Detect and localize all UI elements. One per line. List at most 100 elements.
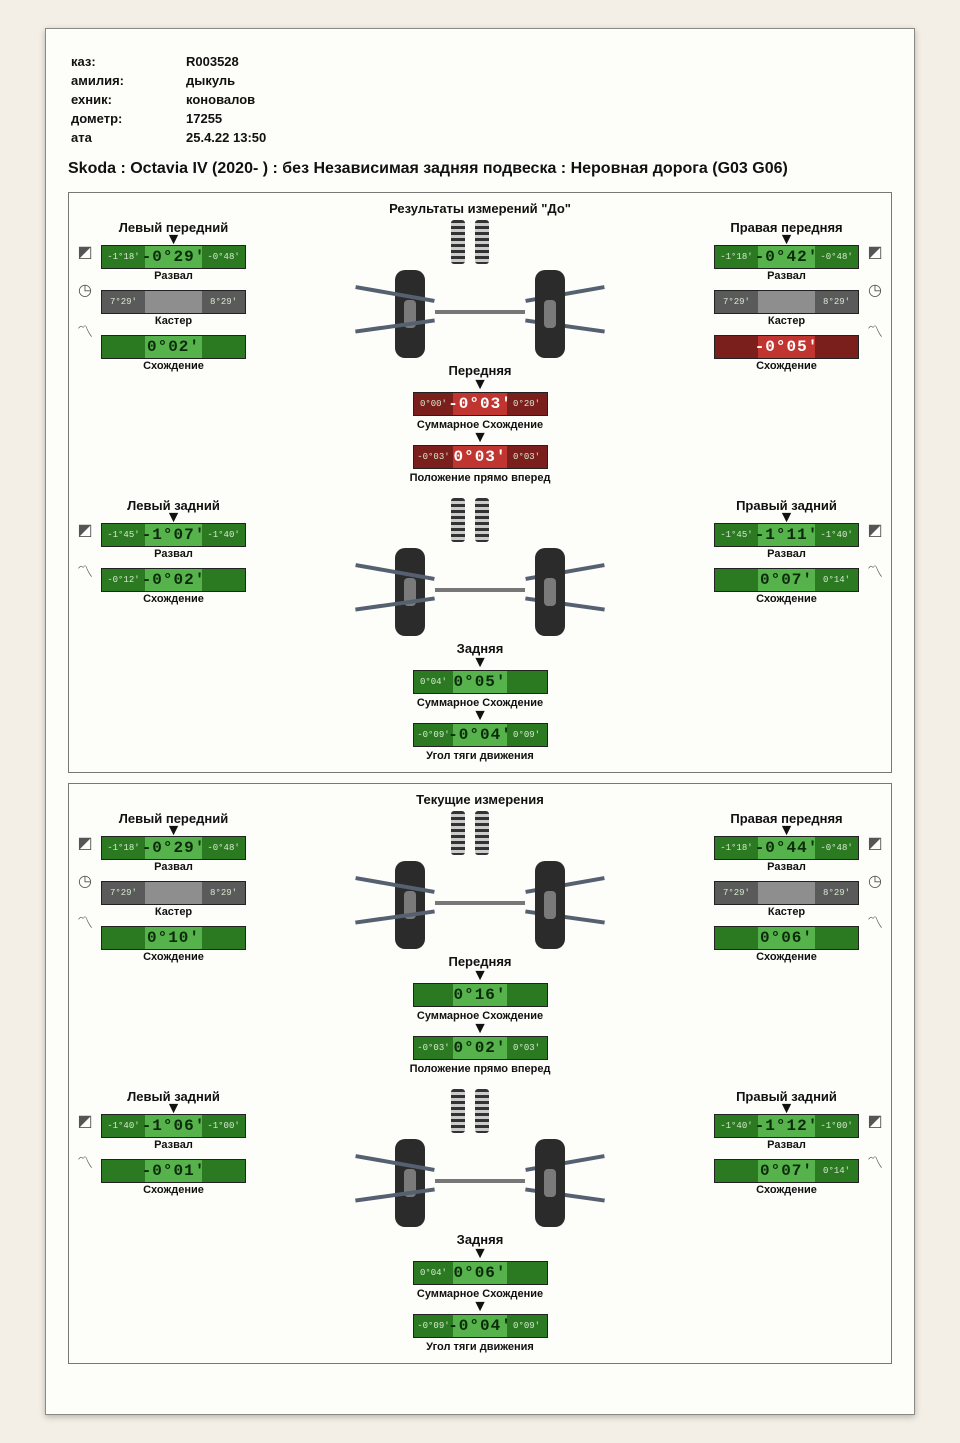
toe-icon: 〽 bbox=[865, 909, 885, 933]
gauge-value: 0°16' bbox=[414, 984, 547, 1006]
arrow-down-icon: ▼ bbox=[472, 1249, 488, 1259]
tire-icon bbox=[395, 548, 425, 636]
axle-center: Задняя ▼ 0°04' 0°06' Суммарное Схождение… bbox=[395, 1089, 565, 1353]
caster-icon: ◷ bbox=[75, 280, 95, 300]
arrow-down-icon: ▼ bbox=[714, 1104, 859, 1114]
chassis-icon bbox=[425, 542, 536, 637]
alignment-report: каз:R003528амилия:дыкульехник:коноваловд… bbox=[45, 28, 915, 1415]
gauge-value: -0°01' bbox=[102, 1160, 245, 1182]
axle-center: Передняя ▼ 0°16' Суммарное Схождение ▼ -… bbox=[395, 811, 565, 1075]
chassis-icon bbox=[425, 264, 536, 359]
arrow-down-icon: ▼ bbox=[472, 711, 488, 721]
camber-icon: ◩ bbox=[75, 520, 95, 540]
suspension-graphic bbox=[395, 220, 545, 264]
gauge-value: 0°10' bbox=[102, 927, 245, 949]
header-table: каз:R003528амилия:дыкульехник:коноваловд… bbox=[68, 51, 269, 148]
suspension-graphic bbox=[395, 498, 545, 542]
arrow-down-icon: ▼ bbox=[472, 1302, 488, 1312]
arrow-down-icon: ▼ bbox=[101, 513, 246, 523]
tire-icon bbox=[395, 1139, 425, 1227]
toe-icon: 〽 bbox=[75, 558, 95, 582]
arrow-down-icon: ▼ bbox=[714, 513, 859, 523]
label-toe: Схождение bbox=[101, 1184, 246, 1196]
gauge-box: 7°29' 8°29' bbox=[714, 290, 859, 314]
header-val: 17255 bbox=[164, 110, 267, 127]
wheel-side: ◩ 〽 Левый задний ▼ -1°45' -1°40' -1°07' … bbox=[75, 498, 246, 605]
gauge-value: -1°07' bbox=[102, 524, 245, 546]
label-toe: Схождение bbox=[714, 951, 859, 963]
gauge-box: -0°03' 0°03' 0°03' bbox=[413, 445, 548, 469]
gauge-value: 0°06' bbox=[414, 1262, 547, 1284]
gauge-box: -0°12' -0°02' bbox=[101, 568, 246, 592]
label-total-toe: Суммарное Схождение bbox=[417, 1288, 543, 1300]
gauge-box: -1°45' -1°40' -1°07' bbox=[101, 523, 246, 547]
label-toe: Схождение bbox=[101, 593, 246, 605]
label-toe: Схождение bbox=[714, 593, 859, 605]
gauge-box: -1°45' -1°40' -1°11' bbox=[714, 523, 859, 547]
gauge-box: 7°29' 8°29' bbox=[101, 290, 246, 314]
rear-axle: ◩ 〽 Левый задний ▼ -1°40' -1°00' -1°06' … bbox=[75, 1089, 885, 1353]
label-caster: Кастер bbox=[101, 906, 246, 918]
tire-icon bbox=[395, 270, 425, 358]
gauge-box: 0°04' 0°06' bbox=[413, 1261, 548, 1285]
label-camber: Развал bbox=[101, 1139, 246, 1151]
rear-axle: ◩ 〽 Левый задний ▼ -1°45' -1°40' -1°07' … bbox=[75, 498, 885, 762]
label-camber: Развал bbox=[101, 861, 246, 873]
toe-icon: 〽 bbox=[75, 318, 95, 342]
header-val: R003528 bbox=[164, 53, 267, 70]
gauge-value: 0°05' bbox=[414, 671, 547, 693]
measurement-panel: Текущие измерения ◩ ◷ 〽 Левый передний ▼… bbox=[68, 783, 892, 1364]
gauge-value: -0°05' bbox=[715, 336, 858, 358]
header-val: коновалов bbox=[164, 91, 267, 108]
arrow-down-icon: ▼ bbox=[714, 235, 859, 245]
arrow-down-icon: ▼ bbox=[472, 433, 488, 443]
gauge-value: 0°06' bbox=[715, 927, 858, 949]
gauge-box: -1°40' -1°00' -1°12' bbox=[714, 1114, 859, 1138]
label-camber: Развал bbox=[714, 1139, 859, 1151]
tire-icon bbox=[395, 861, 425, 949]
arrow-down-icon: ▼ bbox=[472, 971, 488, 981]
gauge-box: 0°10' bbox=[101, 926, 246, 950]
label-toe: Схождение bbox=[714, 1184, 859, 1196]
caster-icon: ◷ bbox=[865, 280, 885, 300]
arrow-down-icon: ▼ bbox=[101, 1104, 246, 1114]
label-toe: Схождение bbox=[714, 360, 859, 372]
gauge-value bbox=[715, 291, 858, 313]
tire-icon bbox=[535, 1139, 565, 1227]
label-camber: Развал bbox=[101, 548, 246, 560]
gauge-value: -0°29' bbox=[102, 837, 245, 859]
label-camber: Развал bbox=[714, 548, 859, 560]
caster-icon: ◷ bbox=[75, 871, 95, 891]
label-caster: Кастер bbox=[101, 315, 246, 327]
camber-icon: ◩ bbox=[865, 833, 885, 853]
gauge-value: -1°12' bbox=[715, 1115, 858, 1137]
gauge-box: 7°29' 8°29' bbox=[714, 881, 859, 905]
header-key: каз: bbox=[70, 53, 162, 70]
panel-title: Текущие измерения bbox=[75, 792, 885, 807]
header-key: амилия: bbox=[70, 72, 162, 89]
gauge-box: 0°16' bbox=[413, 983, 548, 1007]
gauge-value: -0°44' bbox=[715, 837, 858, 859]
header-key: ехник: bbox=[70, 91, 162, 108]
wheel-side: Правая передняя ▼ -1°18' -0°48' -0°42' Р… bbox=[714, 220, 885, 372]
gauge-box: 0°02' bbox=[101, 335, 246, 359]
label-camber: Развал bbox=[714, 270, 859, 282]
gauge-box: -0°01' bbox=[101, 1159, 246, 1183]
arrow-down-icon: ▼ bbox=[101, 235, 246, 245]
arrow-down-icon: ▼ bbox=[714, 826, 859, 836]
wheel-side: Правая передняя ▼ -1°18' -0°48' -0°44' Р… bbox=[714, 811, 885, 963]
chassis-icon bbox=[425, 855, 536, 950]
gauge-box: -0°03' 0°03' 0°02' bbox=[413, 1036, 548, 1060]
gauge-box: -1°18' -0°48' -0°42' bbox=[714, 245, 859, 269]
gauge-value: -0°29' bbox=[102, 246, 245, 268]
tire-icon bbox=[535, 548, 565, 636]
axle-center: Задняя ▼ 0°04' 0°05' Суммарное Схождение… bbox=[395, 498, 565, 762]
suspension-graphic bbox=[395, 1089, 545, 1133]
gauge-value: -1°11' bbox=[715, 524, 858, 546]
toe-icon: 〽 bbox=[865, 558, 885, 582]
panel-title: Результаты измерений "До" bbox=[75, 201, 885, 216]
arrow-down-icon: ▼ bbox=[101, 826, 246, 836]
gauge-box: -1°18' -0°48' -0°29' bbox=[101, 836, 246, 860]
wheel-side: ◩ ◷ 〽 Левый передний ▼ -1°18' -0°48' -0°… bbox=[75, 220, 246, 372]
suspension-graphic bbox=[395, 811, 545, 855]
